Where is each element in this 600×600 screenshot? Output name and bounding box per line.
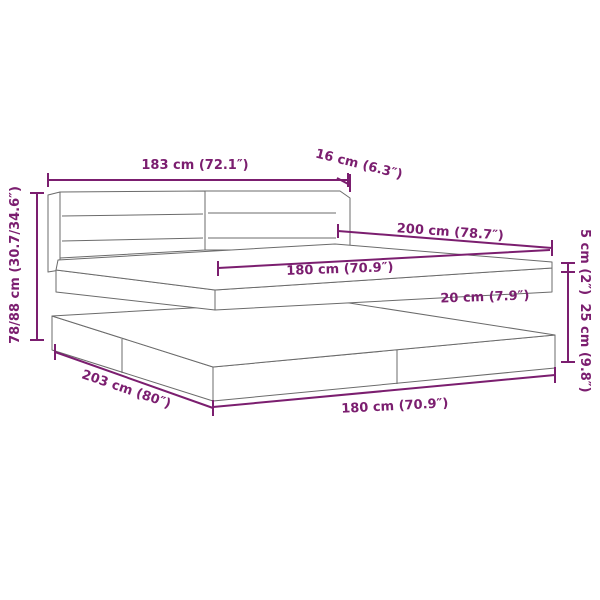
label-mattress-length: 200 cm (78.7″) bbox=[396, 221, 504, 243]
dim-line-total-height bbox=[30, 192, 44, 341]
label-total-height: 78/88 cm (30.7/34.6″) bbox=[8, 186, 23, 344]
dim-line-total-length bbox=[54, 344, 214, 416]
label-mattress-height: 20 cm (7.9″) bbox=[440, 288, 530, 306]
mattress-top bbox=[55, 243, 553, 291]
label-headboard-width: 183 cm (72.1″) bbox=[141, 158, 248, 173]
dim-line-headboard-depth bbox=[336, 174, 351, 192]
dim-line-mattress-length bbox=[337, 224, 553, 256]
dim-line-base-width bbox=[212, 367, 556, 408]
dim-line-headboard-width bbox=[47, 173, 349, 187]
label-base-width: 180 cm (70.9″) bbox=[341, 396, 449, 417]
label-topper-height: 5 cm (2″) bbox=[577, 229, 592, 295]
dimension-lines bbox=[30, 173, 575, 416]
label-mattress-width: 180 cm (70.9″) bbox=[286, 260, 394, 279]
bed-drawing bbox=[47, 190, 556, 402]
label-headboard-depth: 16 cm (6.3″) bbox=[314, 147, 404, 183]
headboard-panel-left bbox=[59, 190, 206, 259]
dim-line-heights-right bbox=[561, 262, 575, 363]
headboard-panel-right bbox=[204, 190, 351, 251]
dim-line-mattress-width bbox=[217, 249, 551, 276]
label-base-height: 25 cm (9.8″) bbox=[577, 303, 592, 392]
